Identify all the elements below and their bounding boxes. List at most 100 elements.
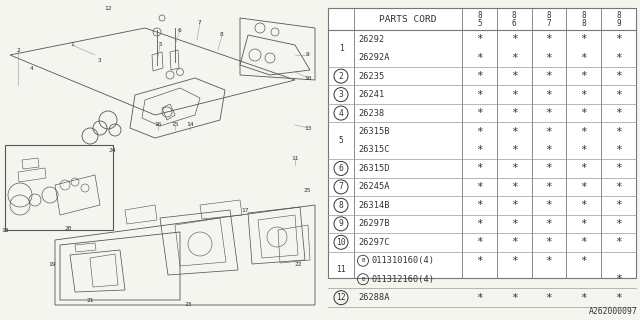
Text: *: * [615,34,622,44]
Text: 26297C: 26297C [358,238,390,247]
Text: *: * [615,200,622,210]
Text: *: * [546,145,552,155]
Text: 22: 22 [294,262,301,268]
Text: *: * [476,200,483,210]
Text: 1: 1 [339,44,344,53]
Bar [5,145,113,230]
Text: *: * [476,126,483,137]
Text: 16: 16 [154,123,162,127]
Text: 25: 25 [303,188,311,193]
Text: *: * [580,145,587,155]
Text: 26315D: 26315D [358,164,390,173]
Text: *: * [615,237,622,247]
Text: *: * [580,219,587,229]
Text: *: * [511,256,518,266]
Text: 8: 8 [582,19,586,28]
Text: *: * [580,182,587,192]
Text: *: * [546,34,552,44]
Text: *: * [580,108,587,118]
Text: 5: 5 [158,43,162,47]
Text: *: * [580,34,587,44]
Text: 3: 3 [98,58,102,62]
Text: *: * [476,237,483,247]
Text: *: * [546,71,552,81]
Text: *: * [476,108,483,118]
Text: *: * [476,182,483,192]
Text: *: * [511,219,518,229]
Text: A262000097: A262000097 [589,307,638,316]
Text: 26315C: 26315C [358,146,390,155]
Text: *: * [615,293,622,303]
Text: *: * [511,53,518,63]
Text: 12: 12 [104,5,112,11]
Text: *: * [546,53,552,63]
Text: *: * [476,145,483,155]
Text: *: * [476,90,483,100]
Text: 4: 4 [339,108,344,117]
Text: 26241: 26241 [358,90,384,99]
Text: 1: 1 [70,43,74,47]
Text: 26245A: 26245A [358,182,390,191]
Text: *: * [546,219,552,229]
Text: 19: 19 [48,262,56,268]
Text: *: * [476,53,483,63]
Text: *: * [580,200,587,210]
Text: 9: 9 [616,19,621,28]
Text: 10: 10 [304,76,312,81]
Text: *: * [580,126,587,137]
Text: B: B [362,277,365,282]
Text: *: * [546,256,552,266]
Text: *: * [476,71,483,81]
Text: *: * [546,90,552,100]
Text: 13: 13 [304,125,312,131]
Text: 26292: 26292 [358,35,384,44]
Text: 10: 10 [336,238,346,247]
Text: *: * [615,126,622,137]
Text: *: * [476,164,483,173]
Text: 26315B: 26315B [358,127,390,136]
Text: *: * [615,90,622,100]
Text: *: * [615,274,622,284]
Text: 011310160(4): 011310160(4) [372,256,435,265]
Text: 8: 8 [616,11,621,20]
Text: 26292A: 26292A [358,53,390,62]
Text: *: * [511,182,518,192]
Text: *: * [580,293,587,303]
Text: *: * [580,90,587,100]
Text: 26297B: 26297B [358,219,390,228]
Text: *: * [615,53,622,63]
Text: *: * [615,164,622,173]
Text: 8: 8 [512,11,516,20]
Text: 7: 7 [339,182,344,191]
Text: 9: 9 [339,219,344,228]
Text: *: * [476,219,483,229]
Text: 7: 7 [547,19,551,28]
Text: 5: 5 [477,19,482,28]
Text: 6: 6 [339,164,344,173]
Text: 23: 23 [184,302,192,308]
Text: *: * [615,145,622,155]
Text: *: * [546,182,552,192]
Text: 2: 2 [16,47,20,52]
Text: *: * [511,237,518,247]
Text: 5: 5 [339,136,344,145]
Bar [328,8,636,278]
Text: *: * [511,108,518,118]
Text: *: * [546,108,552,118]
Text: *: * [476,293,483,303]
Text: *: * [511,126,518,137]
Text: 2: 2 [339,72,344,81]
Text: 9: 9 [306,52,310,58]
Text: *: * [580,71,587,81]
Text: 17: 17 [241,207,249,212]
Text: 26238: 26238 [358,108,384,117]
Text: 8: 8 [547,11,551,20]
Text: 011312160(4): 011312160(4) [372,275,435,284]
Text: 6: 6 [512,19,516,28]
Text: *: * [511,34,518,44]
Text: 21: 21 [86,298,93,302]
Text: *: * [511,293,518,303]
Text: 14: 14 [186,123,194,127]
Text: *: * [476,256,483,266]
Text: *: * [615,108,622,118]
